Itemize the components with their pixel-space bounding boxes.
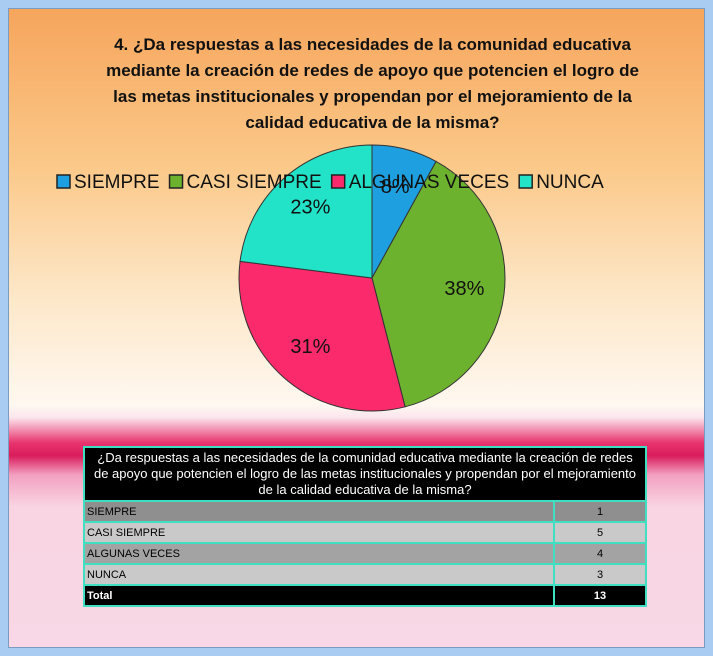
- legend-label: NUNCA: [536, 172, 604, 193]
- legend-label: SIEMPRE: [74, 172, 160, 193]
- legend-label: ALGUNAS VECES: [349, 172, 510, 193]
- row-label: SIEMPRE: [83, 500, 555, 523]
- row-value: 3: [553, 563, 647, 586]
- total-label: Total: [83, 584, 555, 607]
- chart-title: 4. ¿Da respuestas a las necesidades de l…: [106, 35, 639, 132]
- table-header: ¿Da respuestas a las necesidades de la c…: [83, 446, 647, 502]
- row-value: 5: [553, 521, 647, 544]
- row-label: ALGUNAS VECES: [83, 542, 555, 565]
- row-label: CASI SIEMPRE: [83, 521, 555, 544]
- row-value: 4: [553, 542, 647, 565]
- data-label: 31%: [290, 336, 330, 358]
- legend-label: CASI SIEMPRE: [187, 172, 322, 193]
- legend-swatch: [168, 174, 184, 189]
- pie-slice: [371, 160, 506, 408]
- data-table: ¿Da respuestas a las necesidades de la c…: [83, 446, 647, 607]
- legend-swatch: [518, 174, 533, 189]
- data-label: 38%: [444, 278, 484, 300]
- legend-swatch: [330, 174, 346, 189]
- table-row: ALGUNAS VECES 4: [83, 542, 647, 565]
- data-label: 23%: [290, 196, 330, 218]
- table-row: CASI SIEMPRE 5: [83, 521, 647, 544]
- row-label: NUNCA: [83, 563, 555, 586]
- data-label: 8%: [381, 176, 410, 198]
- table-row: SIEMPRE 1: [83, 500, 647, 523]
- table-row: NUNCA 3: [83, 563, 647, 586]
- pie-slice: [238, 260, 406, 412]
- row-value: 1: [553, 500, 647, 523]
- total-value: 13: [553, 584, 647, 607]
- legend-swatch: [56, 174, 71, 189]
- total-row: Total 13: [83, 584, 647, 607]
